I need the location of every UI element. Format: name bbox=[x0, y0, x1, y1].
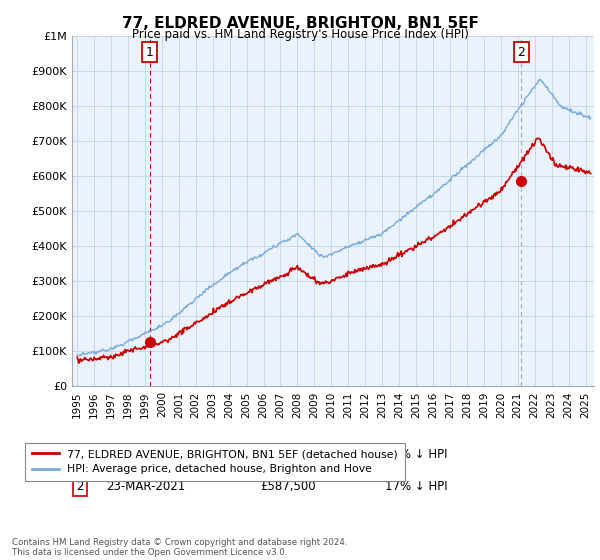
Text: 23-MAR-2021: 23-MAR-2021 bbox=[106, 480, 185, 493]
Text: 15-APR-1999: 15-APR-1999 bbox=[106, 448, 182, 461]
Text: 77, ELDRED AVENUE, BRIGHTON, BN1 5EF: 77, ELDRED AVENUE, BRIGHTON, BN1 5EF bbox=[122, 16, 478, 31]
Text: 2: 2 bbox=[76, 480, 83, 493]
Text: Contains HM Land Registry data © Crown copyright and database right 2024.
This d: Contains HM Land Registry data © Crown c… bbox=[12, 538, 347, 557]
Legend: 77, ELDRED AVENUE, BRIGHTON, BN1 5EF (detached house), HPI: Average price, detac: 77, ELDRED AVENUE, BRIGHTON, BN1 5EF (de… bbox=[25, 442, 405, 481]
Text: 1: 1 bbox=[146, 46, 154, 59]
Text: Price paid vs. HM Land Registry's House Price Index (HPI): Price paid vs. HM Land Registry's House … bbox=[131, 28, 469, 41]
Text: £127,950: £127,950 bbox=[260, 448, 316, 461]
Text: 15% ↓ HPI: 15% ↓ HPI bbox=[385, 448, 448, 461]
Text: 2: 2 bbox=[518, 46, 526, 59]
Text: 1: 1 bbox=[76, 448, 83, 461]
Text: 17% ↓ HPI: 17% ↓ HPI bbox=[385, 480, 448, 493]
Text: £587,500: £587,500 bbox=[260, 480, 316, 493]
